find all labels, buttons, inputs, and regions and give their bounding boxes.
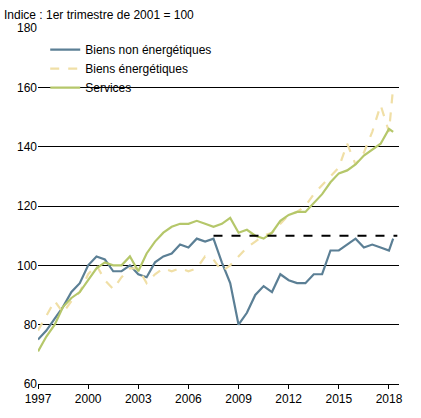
svg-text:2012: 2012 bbox=[275, 392, 302, 406]
svg-text:100: 100 bbox=[17, 259, 37, 273]
svg-text:80: 80 bbox=[24, 318, 38, 332]
svg-text:2003: 2003 bbox=[125, 392, 152, 406]
svg-text:160: 160 bbox=[17, 81, 37, 95]
svg-text:120: 120 bbox=[17, 199, 37, 213]
svg-text:Biens non énergétiques: Biens non énergétiques bbox=[85, 43, 211, 57]
svg-text:Biens énergétiques: Biens énergétiques bbox=[85, 62, 188, 76]
svg-text:2009: 2009 bbox=[225, 392, 252, 406]
svg-text:180: 180 bbox=[17, 21, 37, 35]
svg-text:60: 60 bbox=[24, 377, 38, 391]
svg-text:2015: 2015 bbox=[325, 392, 352, 406]
svg-text:2006: 2006 bbox=[175, 392, 202, 406]
svg-text:Indice : 1er trimestre de 2001: Indice : 1er trimestre de 2001 = 100 bbox=[4, 8, 194, 22]
svg-text:140: 140 bbox=[17, 140, 37, 154]
svg-text:1997: 1997 bbox=[25, 392, 52, 406]
svg-text:Services: Services bbox=[85, 81, 131, 95]
svg-text:2000: 2000 bbox=[75, 392, 102, 406]
svg-text:2018: 2018 bbox=[376, 392, 403, 406]
